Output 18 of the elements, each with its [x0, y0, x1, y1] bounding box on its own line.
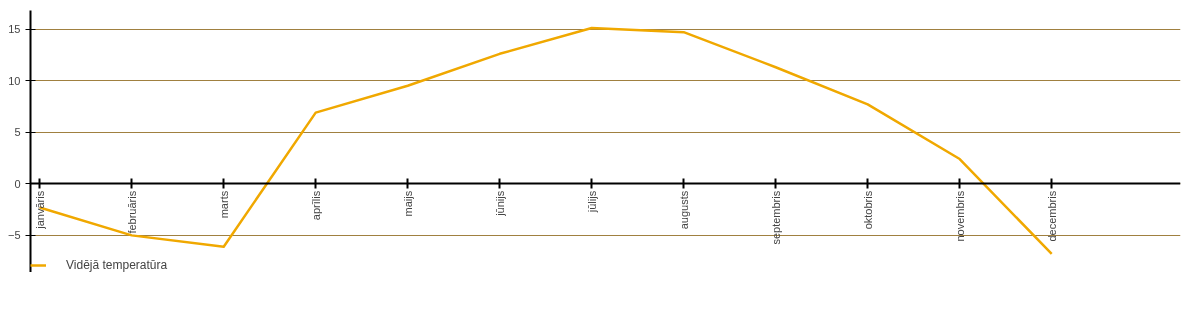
y-tick-label: 10	[8, 74, 21, 87]
x-tick-label: jūlijs	[585, 190, 598, 214]
x-tick-label: janvāris	[33, 190, 46, 230]
x-tick-label: marts	[217, 190, 230, 219]
y-tick-label: 15	[8, 23, 21, 36]
y-tick-label: 0	[14, 177, 21, 190]
x-tick-label: decembris	[1045, 190, 1058, 242]
y-tick-label: −5	[7, 229, 21, 242]
x-tick-label: maijs	[401, 190, 414, 217]
x-tick-label: novembris	[953, 190, 966, 242]
x-tick-label: jūnijs	[493, 190, 506, 217]
x-tick-label: oktobris	[861, 190, 874, 230]
x-tick-label: septembris	[769, 190, 782, 245]
y-tick-label: 5	[14, 126, 21, 139]
x-tick-label: februāris	[125, 190, 138, 234]
x-tick-label: aprīlis	[309, 190, 322, 221]
x-tick-label: augusts	[677, 190, 690, 230]
legend-label: Vidējā temperatūra	[66, 258, 168, 272]
